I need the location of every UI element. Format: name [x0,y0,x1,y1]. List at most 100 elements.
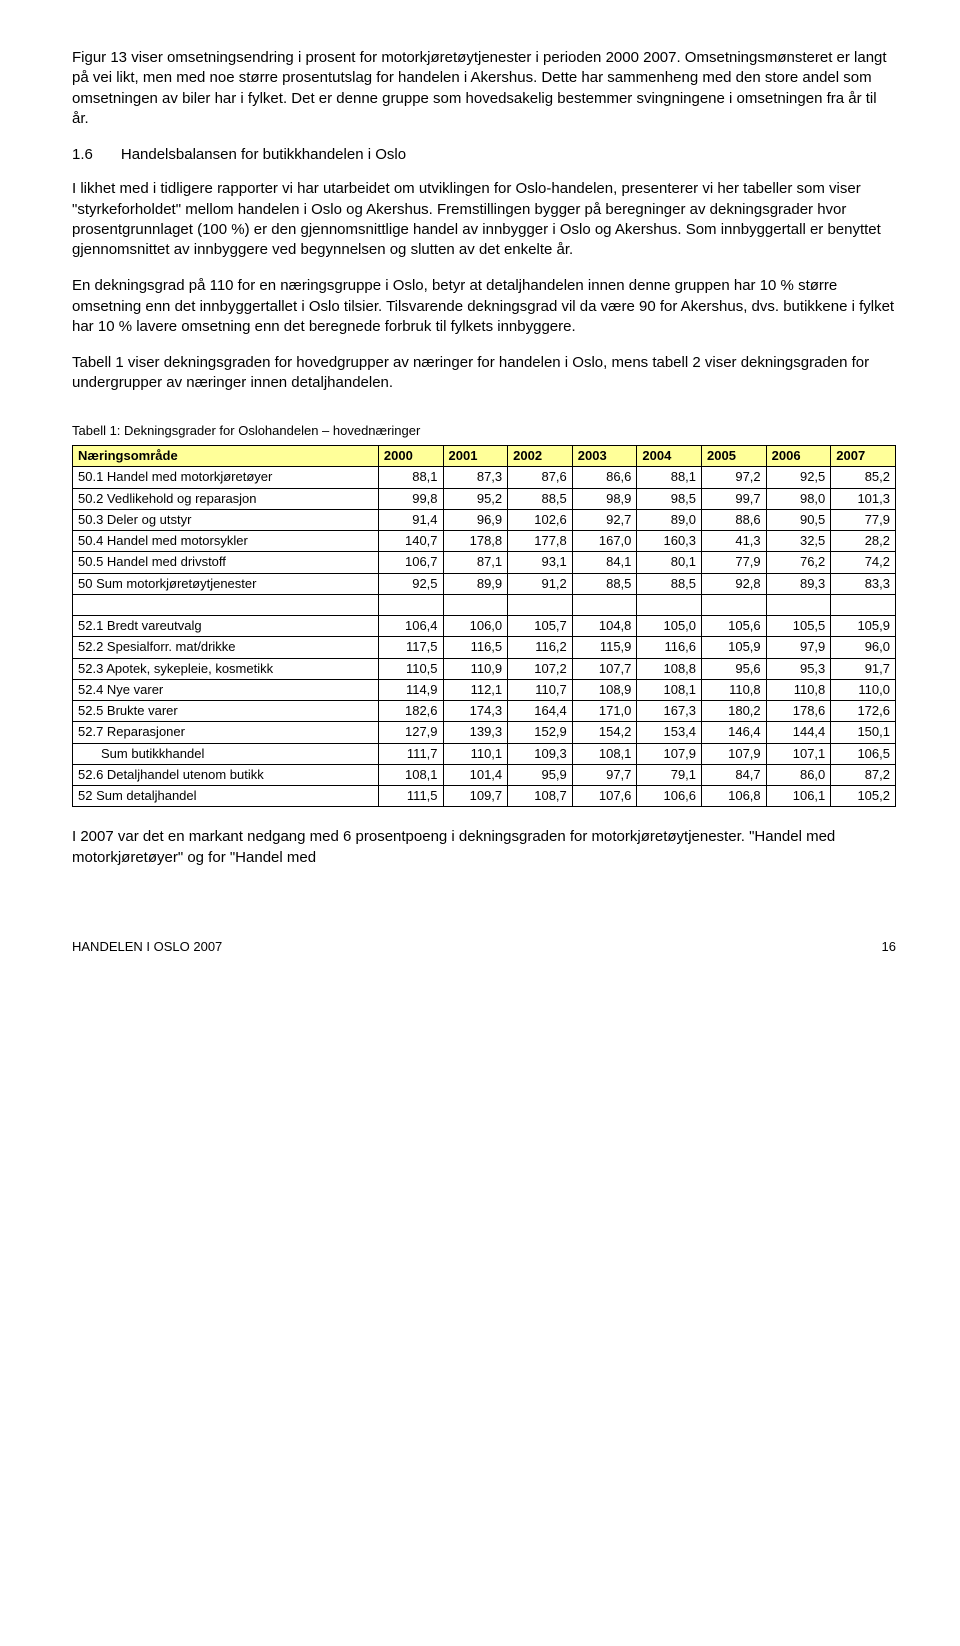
row-value: 32,5 [766,531,831,552]
row-value: 87,2 [831,764,896,785]
table-row: 50.3 Deler og utstyr91,496,9102,692,789,… [73,509,896,530]
row-value: 92,5 [378,573,443,594]
row-value: 88,5 [637,573,702,594]
row-value: 140,7 [378,531,443,552]
section-heading: 1.6 Handelsbalansen for butikkhandelen i… [72,145,896,165]
row-value: 98,9 [572,488,637,509]
row-value: 97,7 [572,764,637,785]
row-value: 180,2 [702,701,767,722]
row-value: 178,8 [443,531,508,552]
row-value: 174,3 [443,701,508,722]
table-empty-cell [443,594,508,615]
row-value: 116,5 [443,637,508,658]
row-value: 111,5 [378,786,443,807]
table-row: 52.5 Brukte varer182,6174,3164,4171,0167… [73,701,896,722]
table-row: 50.5 Handel med drivstoff106,787,193,184… [73,552,896,573]
row-label: 52.7 Reparasjoner [73,722,379,743]
row-value: 104,8 [572,616,637,637]
row-value: 108,1 [637,679,702,700]
table-row: 52.6 Detaljhandel utenom butikk108,1101,… [73,764,896,785]
row-value: 88,6 [702,509,767,530]
row-value: 95,2 [443,488,508,509]
row-value: 153,4 [637,722,702,743]
table-body: 50.1 Handel med motorkjøretøyer88,187,38… [73,467,896,807]
row-value: 95,9 [508,764,573,785]
row-value: 105,0 [637,616,702,637]
row-value: 86,6 [572,467,637,488]
row-value: 154,2 [572,722,637,743]
row-value: 108,8 [637,658,702,679]
row-value: 88,1 [637,467,702,488]
row-value: 77,9 [702,552,767,573]
row-value: 105,5 [766,616,831,637]
row-value: 105,2 [831,786,896,807]
row-label: 50 Sum motorkjøretøytjenester [73,573,379,594]
row-value: 152,9 [508,722,573,743]
footer-page-number: 16 [882,938,896,956]
table-row: 52.3 Apotek, sykepleie, kosmetikk110,511… [73,658,896,679]
row-value: 91,2 [508,573,573,594]
row-value: 97,2 [702,467,767,488]
row-label: Sum butikkhandel [73,743,379,764]
row-value: 160,3 [637,531,702,552]
col-header-year: 2000 [378,446,443,467]
row-value: 88,1 [378,467,443,488]
table-empty-cell [831,594,896,615]
row-value: 182,6 [378,701,443,722]
row-value: 28,2 [831,531,896,552]
row-value: 109,3 [508,743,573,764]
col-header-year: 2002 [508,446,573,467]
row-value: 106,4 [378,616,443,637]
col-header-year: 2005 [702,446,767,467]
table-row: 52.1 Bredt vareutvalg106,4106,0105,7104,… [73,616,896,637]
row-label: 52.3 Apotek, sykepleie, kosmetikk [73,658,379,679]
row-value: 127,9 [378,722,443,743]
row-value: 107,7 [572,658,637,679]
row-value: 114,9 [378,679,443,700]
table-row: Sum butikkhandel111,7110,1109,3108,1107,… [73,743,896,764]
row-label: 52.2 Spesialforr. mat/drikke [73,637,379,658]
row-value: 91,4 [378,509,443,530]
table-empty-cell [508,594,573,615]
row-value: 146,4 [702,722,767,743]
row-value: 110,8 [766,679,831,700]
row-value: 107,2 [508,658,573,679]
row-value: 150,1 [831,722,896,743]
table-row: 50.4 Handel med motorsykler140,7178,8177… [73,531,896,552]
row-value: 87,6 [508,467,573,488]
row-value: 110,0 [831,679,896,700]
col-header-label: Næringsområde [73,446,379,467]
paragraph-5: I 2007 var det en markant nedgang med 6 … [72,827,896,868]
col-header-year: 2006 [766,446,831,467]
row-value: 80,1 [637,552,702,573]
row-value: 90,5 [766,509,831,530]
row-value: 106,6 [637,786,702,807]
row-value: 107,9 [702,743,767,764]
row-value: 96,9 [443,509,508,530]
row-value: 107,6 [572,786,637,807]
paragraph-2: I likhet med i tidligere rapporter vi ha… [72,179,896,260]
row-value: 89,9 [443,573,508,594]
row-value: 76,2 [766,552,831,573]
row-value: 86,0 [766,764,831,785]
row-value: 178,6 [766,701,831,722]
table-empty-cell [637,594,702,615]
row-value: 91,7 [831,658,896,679]
row-value: 101,3 [831,488,896,509]
row-value: 79,1 [637,764,702,785]
row-label: 50.1 Handel med motorkjøretøyer [73,467,379,488]
row-value: 105,9 [702,637,767,658]
table-header-row: Næringsområde200020012002200320042005200… [73,446,896,467]
table-row: 50.2 Vedlikehold og reparasjon99,895,288… [73,488,896,509]
row-value: 144,4 [766,722,831,743]
row-label: 50.3 Deler og utstyr [73,509,379,530]
row-value: 115,9 [572,637,637,658]
table-row: 52.2 Spesialforr. mat/drikke117,5116,511… [73,637,896,658]
row-value: 93,1 [508,552,573,573]
col-header-year: 2007 [831,446,896,467]
row-value: 109,7 [443,786,508,807]
row-value: 99,7 [702,488,767,509]
row-label: 50.5 Handel med drivstoff [73,552,379,573]
coverage-table: Næringsområde200020012002200320042005200… [72,445,896,807]
row-value: 96,0 [831,637,896,658]
